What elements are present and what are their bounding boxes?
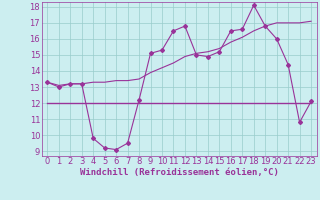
X-axis label: Windchill (Refroidissement éolien,°C): Windchill (Refroidissement éolien,°C) [80, 168, 279, 177]
